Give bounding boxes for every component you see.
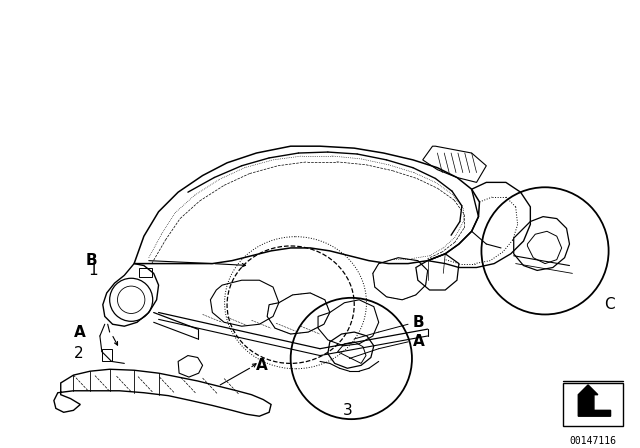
Text: C: C <box>604 297 614 312</box>
Text: 1: 1 <box>88 263 98 278</box>
Polygon shape <box>579 385 611 416</box>
Text: 00147116: 00147116 <box>570 436 616 446</box>
Text: A: A <box>413 334 425 349</box>
Text: A: A <box>257 358 268 373</box>
Text: A: A <box>74 324 85 340</box>
Text: 3: 3 <box>342 403 352 418</box>
Text: 2: 2 <box>74 346 83 361</box>
Text: B: B <box>413 315 424 330</box>
Text: B: B <box>85 253 97 268</box>
